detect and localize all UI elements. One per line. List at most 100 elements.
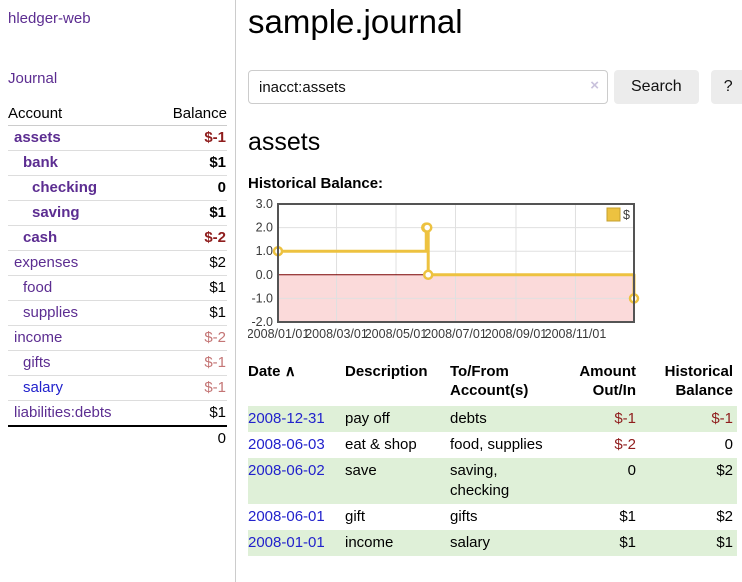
account-balance: 0 [118, 176, 228, 201]
register-table-body: 2008-12-31pay offdebts$-1$-12008-06-03ea… [248, 406, 737, 556]
clear-search-icon[interactable]: × [590, 78, 599, 94]
sidebar: hledger-web Journal Account Balance asse… [0, 0, 236, 582]
account-row: saving $1 [8, 201, 227, 226]
transaction-accounts: salary [450, 530, 560, 556]
account-row: food $1 [8, 276, 227, 301]
account-row: gifts $-1 [8, 351, 227, 376]
transaction-balance: $-1 [640, 406, 737, 432]
register-header-amount: Amount Out/In [560, 359, 640, 406]
account-link[interactable]: checking [32, 179, 97, 196]
svg-text:3.0: 3.0 [256, 199, 273, 211]
transaction-amount: $1 [560, 504, 640, 530]
accounts-table-body: assets$-1bank$1checking0saving$1cash$-2e… [8, 126, 227, 427]
transaction-balance: 0 [640, 432, 737, 458]
svg-text:$: $ [623, 208, 630, 222]
account-balance: $1 [118, 301, 228, 326]
account-row: income$-2 [8, 326, 227, 351]
historical-balance-chart: $3.02.01.00.0-1.0-2.02008/01/012008/03/0… [248, 199, 640, 345]
transaction-date-link[interactable]: 2008-01-01 [248, 534, 325, 551]
register-row: 2008-01-01incomesalary$1$1 [248, 530, 737, 556]
transaction-balance: $1 [640, 530, 737, 556]
register-row: 2008-06-03 eat & shopfood, supplies$-20 [248, 432, 737, 458]
account-row: expenses $2 [8, 251, 227, 276]
accounts-header-balance: Balance [118, 103, 228, 126]
journal-nav-link[interactable]: Journal [8, 70, 227, 87]
account-link[interactable]: income [14, 329, 62, 346]
svg-text:0.0: 0.0 [256, 268, 273, 282]
account-link[interactable]: supplies [23, 304, 78, 321]
account-row: salary $-1 [8, 376, 227, 401]
page-title: sample.journal [248, 2, 740, 42]
transaction-accounts: debts [450, 406, 560, 432]
transaction-balance: $2 [640, 458, 737, 504]
help-button[interactable]: ? [711, 70, 742, 104]
account-balance: $1 [118, 401, 228, 427]
transaction-date-link[interactable]: 2008-06-02 [248, 462, 325, 479]
accounts-total-balance: 0 [118, 426, 228, 451]
svg-text:2008/01/01: 2008/01/01 [248, 327, 309, 341]
transaction-balance: $2 [640, 504, 737, 530]
register-header-date[interactable]: Date ∧ [248, 359, 345, 406]
main-panel: sample.journal × Search ? assets Histori… [248, 0, 740, 556]
accounts-total-row: 0 [8, 426, 227, 451]
account-balance: $1 [118, 201, 228, 226]
svg-text:2008/11/01: 2008/11/01 [545, 327, 607, 341]
transaction-accounts: saving, checking [450, 458, 560, 504]
account-link[interactable]: assets [14, 129, 61, 146]
account-link[interactable]: bank [23, 154, 58, 171]
account-balance: $1 [118, 151, 228, 176]
account-balance: $2 [118, 251, 228, 276]
account-link[interactable]: gifts [23, 354, 51, 371]
register-row: 2008-06-01 giftgifts$1$2 [248, 504, 737, 530]
transaction-amount: $-2 [560, 432, 640, 458]
search-button[interactable]: Search [614, 70, 699, 104]
svg-text:2.0: 2.0 [256, 221, 273, 235]
register-row: 2008-06-02savesaving, checking0$2 [248, 458, 737, 504]
transaction-accounts: gifts [450, 504, 560, 530]
account-row: cash $-2 [8, 226, 227, 251]
register-header-balance: Historical Balance [640, 359, 737, 406]
account-balance: $-1 [118, 126, 228, 151]
transaction-date-link[interactable]: 2008-06-03 [248, 436, 325, 453]
account-balance: $1 [118, 276, 228, 301]
account-link[interactable]: expenses [14, 254, 78, 271]
account-row: checking 0 [8, 176, 227, 201]
transaction-amount: $1 [560, 530, 640, 556]
svg-text:-1.0: -1.0 [251, 291, 273, 305]
search-input[interactable] [248, 70, 608, 104]
account-balance: $-1 [118, 376, 228, 401]
chart-title: Historical Balance: [248, 175, 740, 192]
account-row: liabilities:debts $1 [8, 401, 227, 427]
transaction-description: income [345, 530, 450, 556]
transaction-description: pay off [345, 406, 450, 432]
account-link[interactable]: saving [32, 204, 80, 221]
transaction-description: eat & shop [345, 432, 450, 458]
transaction-description: gift [345, 504, 450, 530]
svg-text:2008/09/01: 2008/09/01 [485, 327, 548, 341]
account-heading: assets [248, 127, 740, 158]
svg-text:2008/03/01: 2008/03/01 [305, 327, 368, 341]
svg-text:2008/07/01: 2008/07/01 [424, 327, 487, 341]
register-header-description: Description [345, 359, 450, 406]
account-link[interactable]: salary [23, 379, 63, 396]
transaction-accounts: food, supplies [450, 432, 560, 458]
transaction-amount: $-1 [560, 406, 640, 432]
app-title-link[interactable]: hledger-web [8, 10, 227, 27]
account-row: bank $1 [8, 151, 227, 176]
register-header-accounts: To/From Account(s) [450, 359, 560, 406]
transaction-date-link[interactable]: 2008-06-01 [248, 508, 325, 525]
accounts-table: Account Balance assets $-1 bank $1 checking 0… [8, 103, 227, 451]
account-link[interactable]: liabilities:debts [14, 404, 112, 421]
register-row: 2008-12-31pay offdebts$-1$-1 [248, 406, 737, 432]
svg-text:1.0: 1.0 [256, 244, 273, 258]
svg-text:2008/05/01: 2008/05/01 [365, 327, 428, 341]
account-balance: $-1 [118, 351, 228, 376]
accounts-header-account: Account [8, 103, 118, 126]
account-link[interactable]: cash [23, 229, 57, 246]
search-bar: × Search ? [248, 70, 740, 104]
account-balance: $-2 [118, 226, 228, 251]
register-table: Date ∧ Description To/From Account(s) Am… [248, 359, 737, 556]
transaction-description: save [345, 458, 450, 504]
account-link[interactable]: food [23, 279, 52, 296]
transaction-date-link[interactable]: 2008-12-31 [248, 410, 325, 427]
